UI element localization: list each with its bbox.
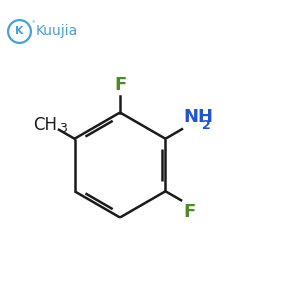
- Text: °: °: [32, 21, 35, 27]
- Text: F: F: [184, 203, 196, 221]
- Text: K: K: [15, 26, 24, 37]
- Text: F: F: [114, 76, 126, 94]
- Text: 3: 3: [59, 122, 67, 135]
- Text: CH: CH: [33, 116, 57, 134]
- Text: NH: NH: [184, 108, 214, 126]
- Text: 2: 2: [202, 118, 211, 131]
- Text: Kuujia: Kuujia: [36, 25, 78, 38]
